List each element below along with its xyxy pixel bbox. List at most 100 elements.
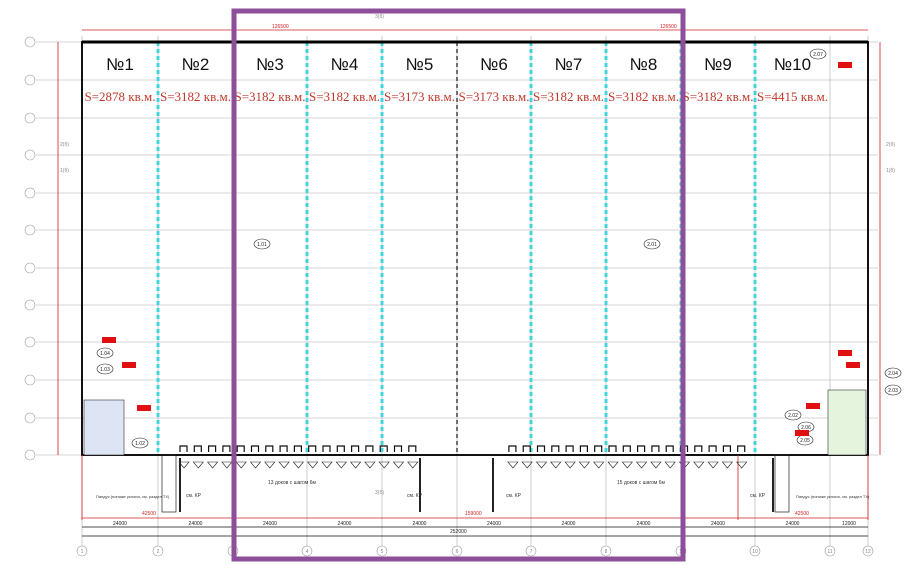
unit-area: S=3182 кв.м. [309,89,380,104]
dock-leveler [650,461,662,469]
dock-leveler [721,461,734,469]
red-dim-left: 42500 [142,511,156,517]
dock-door [665,445,674,452]
dock-leveler [593,461,605,469]
dock-leveler [635,461,648,469]
room-tag: 2.06 [801,425,811,431]
highlight-frame [231,8,686,562]
column-axis-bubble [451,545,463,557]
dock-door [722,445,731,452]
dock-leveler [178,461,190,469]
dock-leveler [521,461,533,469]
dock-door [293,445,302,452]
room-tag-bubble [884,367,902,379]
ramps [161,454,790,513]
dock-door [250,445,260,452]
dock-leveler [335,461,347,469]
dock-door [508,445,517,452]
row-axis-bubble [24,412,36,424]
dock-door [222,445,231,452]
column-axis-bubble [525,545,537,557]
dock-door [365,445,374,452]
dock-door [708,445,717,452]
stair-block-left [83,399,125,456]
row-axis-bubble [24,449,36,461]
section-mark-left-a: 2(б) [60,142,69,148]
red-dim-mid: 159000 [465,511,482,517]
dock-leveler [235,461,247,469]
dock-door [193,445,202,452]
dock-leveler [407,461,419,469]
row-axis-bubble [24,112,36,124]
room-tag-bubble [643,238,661,250]
row-axis-bubble [24,187,36,199]
top-dim-left: 126500 [272,24,289,30]
room-tag-bubble [253,238,271,250]
bay-dimension: 24000 [487,521,501,527]
unit-label: №8 [630,55,658,74]
unit-label: №6 [480,55,508,74]
unit-label: №10 [774,55,811,74]
dock-leveler [264,461,276,469]
room-tag-bubble [809,48,827,60]
column-axis-label: 10 [752,549,758,555]
unit-label: №1 [106,55,134,74]
dock-door [594,445,603,452]
column-axis-bubble [824,545,836,557]
dock-leveler [564,461,576,469]
unit-area: S=3182 кв.м. [683,89,754,104]
bay-dimension: 24000 [711,521,725,527]
dock-leveler [392,461,405,469]
stair-block-right [827,389,867,456]
dock-door [651,445,660,452]
dock-door [565,445,574,452]
dock-door [522,445,531,452]
bay-dimension: 24000 [263,521,277,527]
row-axis-bubble [24,36,36,48]
dock-door [179,445,188,452]
dock-door [536,445,546,452]
column-axis-bubble [301,545,313,557]
dock-note-right: 15 доков с шагом 6м [617,480,666,486]
room-tag-bubble [96,363,114,375]
dock-leveler [707,461,719,469]
dock-door [637,445,646,452]
dock-leveler [736,461,748,469]
column-axis-label: 4 [306,549,309,555]
column-axis-label: 12 [865,549,871,555]
dock-leveler [349,461,362,469]
unit-area: S=3182 кв.м. [608,89,679,104]
dock-door [351,445,360,452]
room-tag: 1.03 [100,367,110,373]
unit-label: №5 [406,55,434,74]
dock-leveler [321,461,333,469]
row-axis-bubble [24,224,36,236]
room-tag-bubble [784,409,802,421]
row-axis-bubble [24,74,36,86]
row-axis-bubble [24,262,36,274]
unit-area: S=4415 кв.м. [757,89,828,104]
dock-leveler [535,461,548,469]
column-axis-label: 7 [530,549,533,555]
unit-label: №9 [704,55,732,74]
row-axis-bubble [24,149,36,161]
section-mark-top: 3(б) [375,14,384,20]
dock-door [265,445,274,452]
dock-leveler [292,461,305,469]
unit-label: №7 [555,55,583,74]
dock-leveler [221,461,233,469]
dock-door [737,445,746,452]
ramp-note-right: Пандус (пониже уклона, см. раздел ТХ) [796,494,870,499]
bay-dimensions: 24000 24000 24000 24000 24000 24000 24000 24000… [82,521,868,537]
dock-door [308,445,317,452]
row-axes [24,36,36,461]
wall-note-4: см. КР [750,493,766,499]
unit-area: S=2878 кв.м. [85,89,156,104]
section-mark-right-a: 2(б) [886,142,895,148]
unit-area: S=3173 кв.м. [384,89,455,104]
dock-door [279,445,288,452]
dock-door [336,445,345,452]
wall-note-1: см. КР [186,493,202,499]
dock-leveler [206,461,219,469]
unit-area: S=3182 кв.м. [235,89,306,104]
